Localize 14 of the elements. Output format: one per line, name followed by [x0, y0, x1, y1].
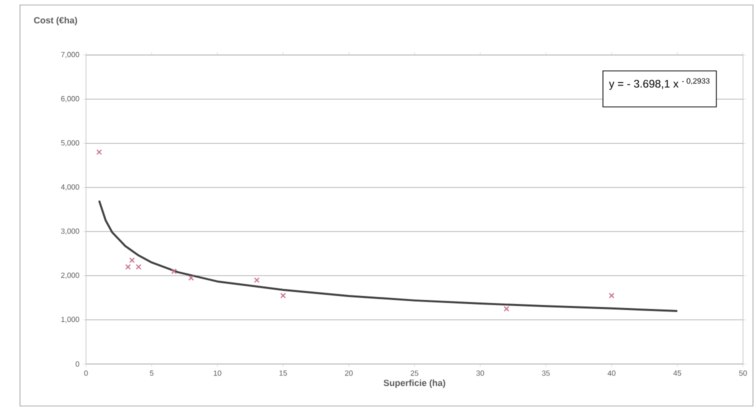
annotation: y = - 3.698,1 x $^{- 0,2933}$ [608, 78, 710, 90]
point [129, 257, 135, 264]
y-axis-title: Cost (€ha) [34, 16, 78, 26]
x-axis-title: Superficie (ha) [384, 379, 446, 388]
point [188, 275, 194, 281]
point [136, 264, 142, 270]
point [96, 149, 102, 155]
point [608, 292, 614, 298]
point [280, 292, 286, 298]
point [125, 264, 131, 270]
point [504, 306, 510, 312]
point [254, 277, 260, 283]
point [171, 268, 177, 274]
line-series [98, 200, 678, 312]
